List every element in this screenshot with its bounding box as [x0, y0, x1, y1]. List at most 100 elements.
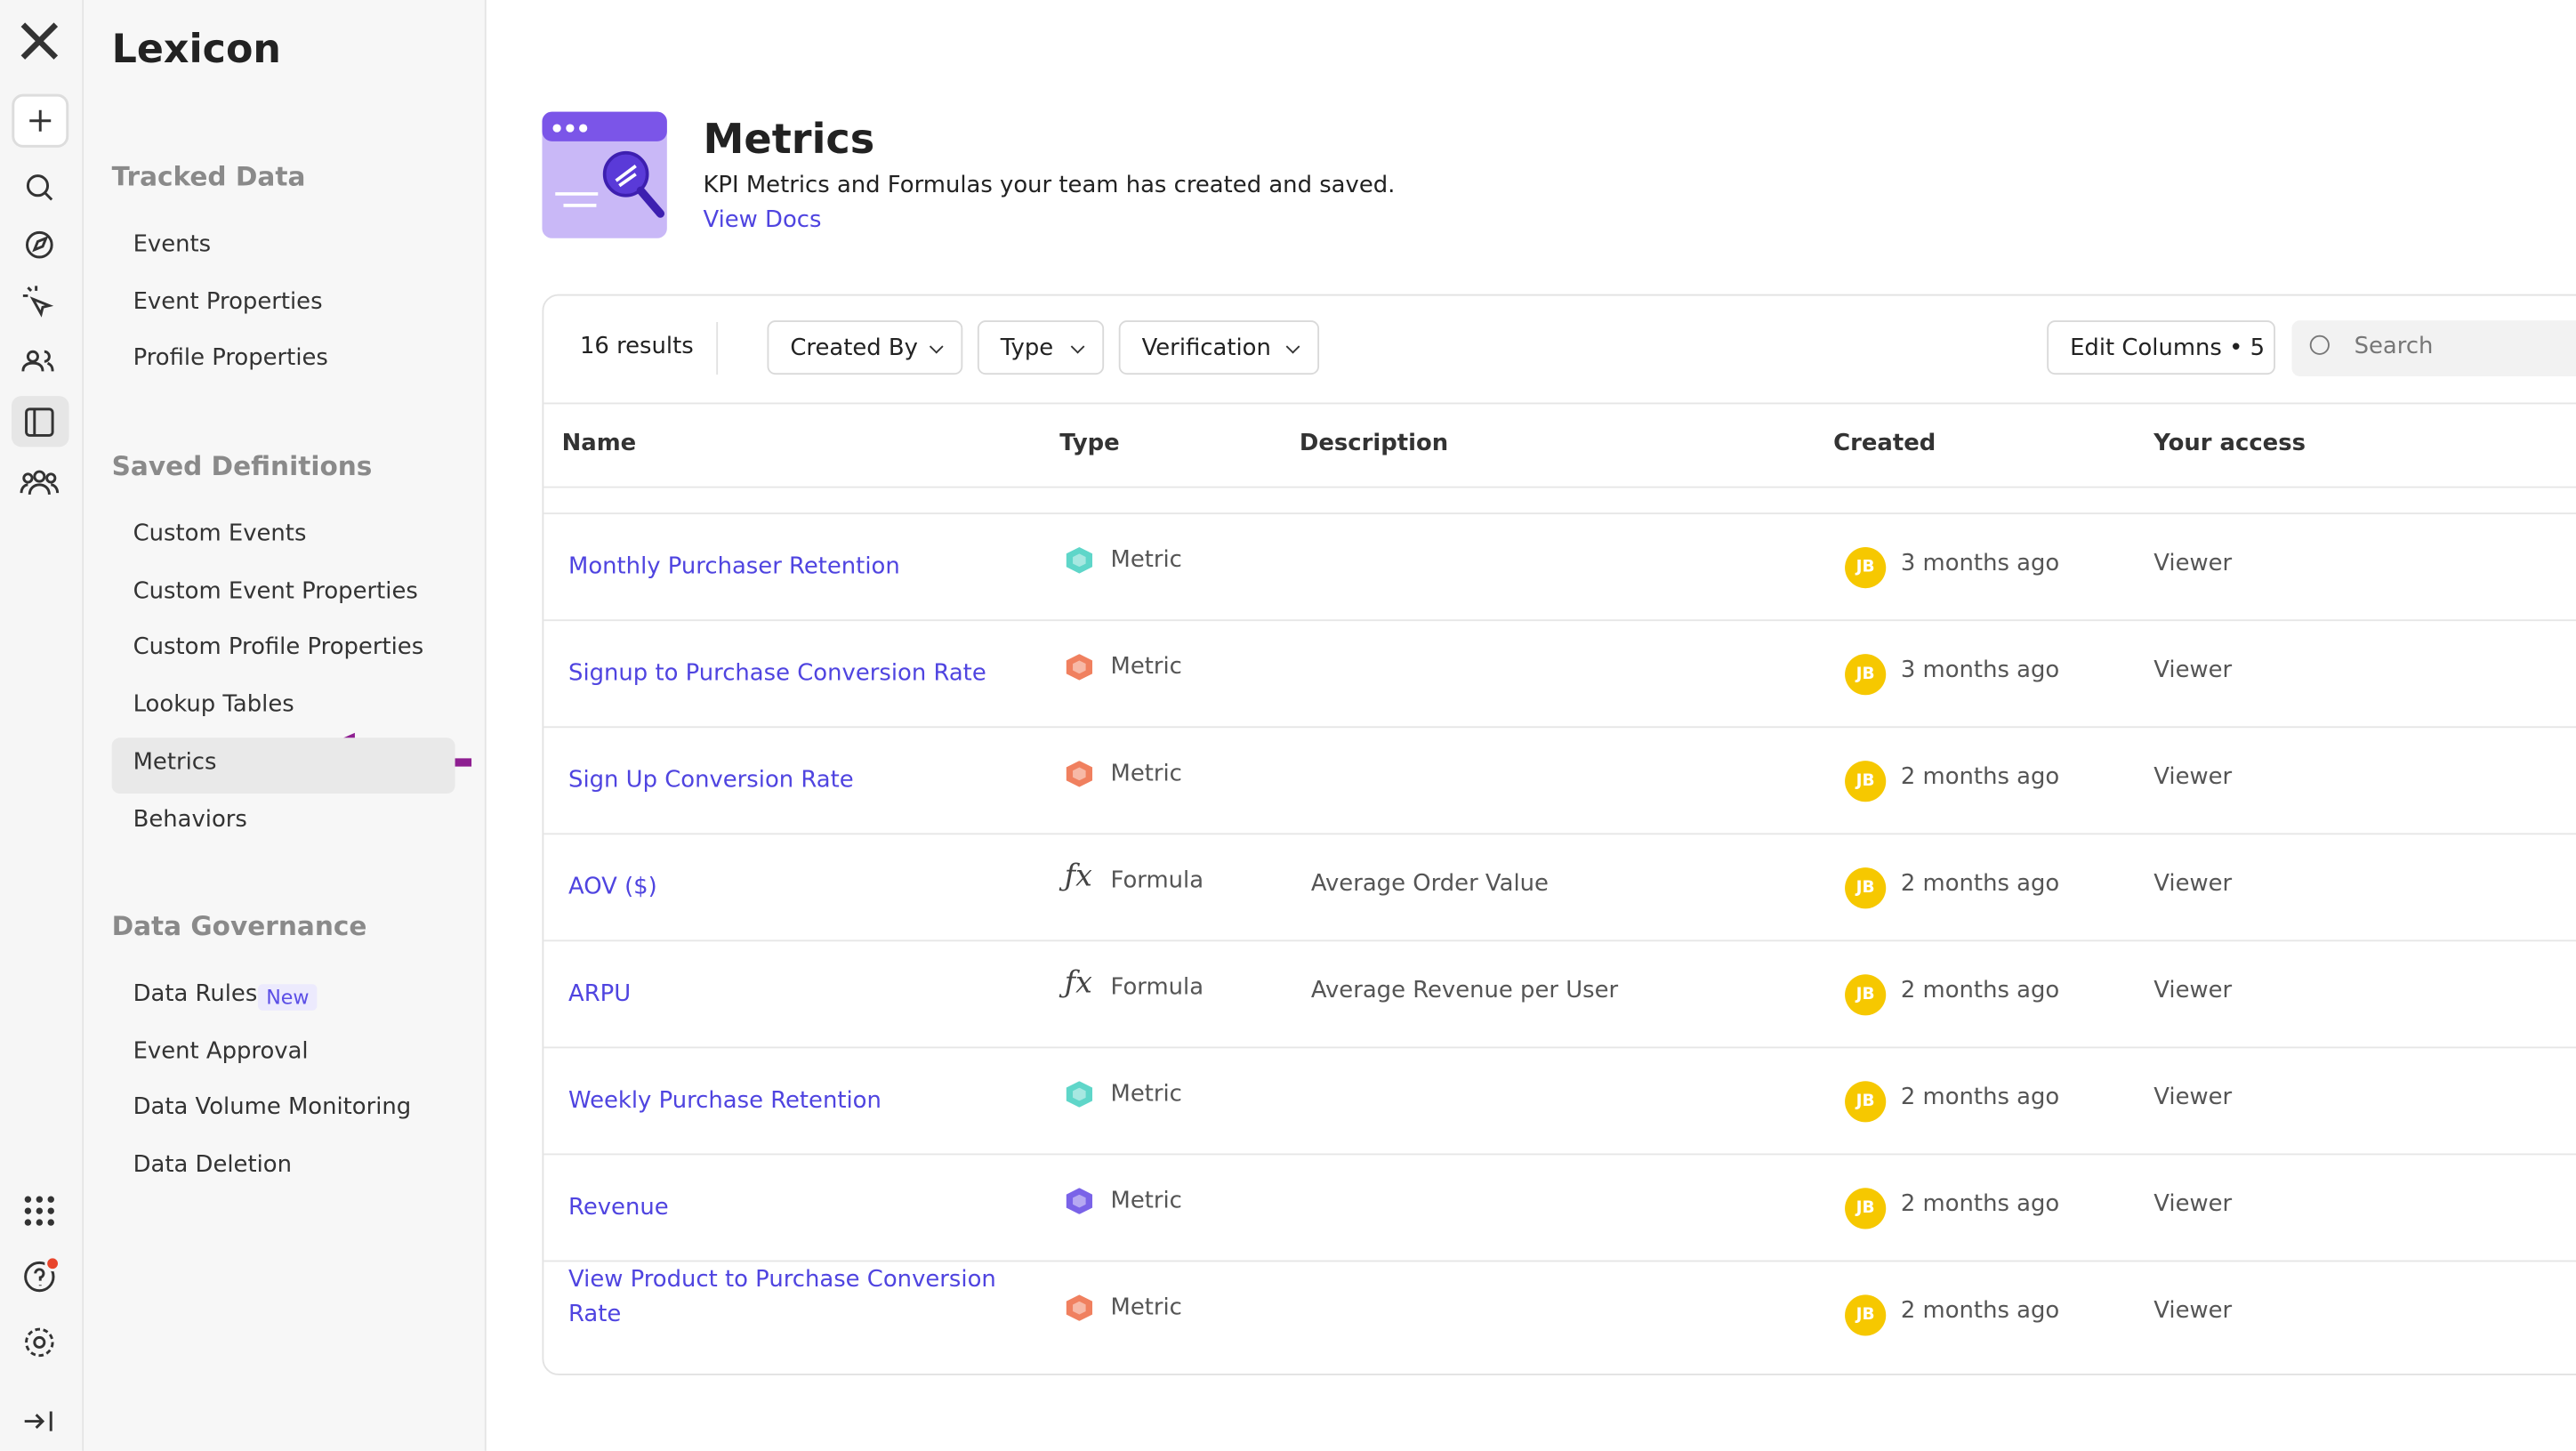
discover-icon[interactable]	[25, 230, 53, 259]
metric-name[interactable]: View Product to Purchase Conversion Rate	[568, 1266, 996, 1328]
access: Viewer	[2153, 1298, 2233, 1325]
row-border	[543, 1046, 2576, 1049]
metric-icon-inner	[1073, 1087, 1086, 1101]
column-header: Name	[561, 430, 637, 457]
chevron	[929, 339, 944, 354]
filter-label: Created By	[790, 335, 918, 362]
metric-icon	[1066, 654, 1093, 681]
plus	[29, 109, 52, 132]
toolbar-divider	[716, 321, 719, 375]
nav-item[interactable]: Lookup Tables	[133, 691, 294, 719]
search-box[interactable]	[2291, 320, 2576, 376]
section-heading: Data Governance	[111, 910, 367, 942]
team-icon[interactable]	[33, 470, 46, 483]
nav-item[interactable]: Data Deletion	[133, 1151, 292, 1179]
metric-name[interactable]: Monthly Purchaser Retention	[568, 553, 900, 580]
type-label: Metric	[1110, 1081, 1182, 1108]
search-icon[interactable]	[26, 174, 50, 197]
avatar: JB	[1845, 1081, 1887, 1123]
results-count: 16 results	[579, 333, 694, 360]
notification-dot	[44, 1255, 60, 1272]
filter-button[interactable]: Created By	[767, 320, 963, 375]
metric-name[interactable]: Signup to Purchase Conversion Rate	[568, 660, 986, 688]
edit-columns-button[interactable]: Edit Columns • 5	[2047, 320, 2275, 375]
filter-label: Type	[1000, 335, 1054, 362]
nav-selected[interactable]	[111, 737, 455, 794]
apps-icon[interactable]	[24, 1196, 54, 1226]
column-header: Your access	[2153, 430, 2306, 457]
metric-icon-inner	[1073, 553, 1086, 568]
nav-item[interactable]: Event Properties	[133, 288, 323, 316]
created-date: 2 months ago	[1900, 1191, 2060, 1218]
new-badge: New	[257, 984, 318, 1011]
row-border	[543, 512, 2576, 515]
created-date: 3 months ago	[1900, 550, 2060, 577]
metric-name[interactable]: Weekly Purchase Retention	[568, 1087, 881, 1115]
metric-name[interactable]: ARPU	[568, 980, 632, 1008]
created-date: 2 months ago	[1900, 977, 2060, 1004]
type-label: Formula	[1110, 867, 1204, 894]
lexicon-icon-bg[interactable]	[11, 396, 69, 447]
filter-button[interactable]: Type	[977, 320, 1105, 375]
metric-name[interactable]: Revenue	[568, 1194, 669, 1221]
created-date: 2 months ago	[1900, 1084, 2060, 1111]
metric-icon-inner	[1073, 1194, 1086, 1208]
type-label: Metric	[1110, 654, 1182, 681]
description: Average Order Value	[1310, 870, 1549, 898]
help-icon[interactable]	[24, 1261, 55, 1293]
icon-rail	[0, 0, 85, 1451]
nav-item[interactable]: Behaviors	[133, 805, 247, 833]
nav-item[interactable]: Events	[133, 231, 212, 258]
nav-item[interactable]: Custom Profile Properties	[133, 634, 424, 662]
collapse-icon[interactable]	[24, 1411, 52, 1431]
avatar: JB	[1845, 1188, 1887, 1229]
header-bottom	[543, 486, 2576, 488]
section-heading: Saved Definitions	[111, 450, 373, 482]
nav-item[interactable]: Profile Properties	[133, 345, 328, 373]
rail-icons	[11, 22, 69, 1431]
edit-columns-label: Edit Columns • 5	[2070, 335, 2266, 362]
access: Viewer	[2153, 550, 2233, 577]
docs-link[interactable]: View Docs	[703, 206, 822, 234]
avatar: JB	[1845, 1294, 1887, 1336]
row-border	[543, 1260, 2576, 1262]
search-placeholder: Search	[2354, 333, 2434, 360]
access: Viewer	[2153, 1191, 2233, 1218]
row-border	[543, 939, 2576, 942]
metric-icon-inner	[1073, 660, 1086, 674]
filter-button[interactable]: Verification	[1118, 320, 1320, 375]
access: Viewer	[2153, 870, 2233, 898]
row-border	[543, 726, 2576, 729]
row-border	[543, 1153, 2576, 1156]
users-icon[interactable]	[26, 350, 39, 363]
chevron	[1070, 339, 1085, 354]
table-card	[542, 294, 2576, 1375]
access: Viewer	[2153, 763, 2233, 791]
formula-icon: ƒx	[1064, 859, 1092, 894]
metric-name[interactable]: Sign Up Conversion Rate	[568, 767, 854, 794]
settings-icon[interactable]	[33, 1335, 46, 1349]
type-label: Metric	[1110, 547, 1182, 574]
row-border	[543, 619, 2576, 622]
nav-item[interactable]: Custom Event Properties	[133, 577, 418, 605]
search-icon	[2309, 335, 2330, 355]
avatar: JB	[1845, 761, 1887, 802]
header-border	[543, 402, 2576, 405]
nav-item[interactable]: Metrics	[133, 748, 217, 776]
metric-icon-inner	[1073, 767, 1086, 781]
nav-item[interactable]: Event Approval	[133, 1037, 309, 1065]
metric-name[interactable]: AOV ($)	[568, 874, 657, 901]
nav-item[interactable]: Data Volume Monitoring	[133, 1094, 412, 1122]
column-header: Type	[1059, 430, 1120, 457]
created-date: 2 months ago	[1900, 870, 2060, 898]
page-subtitle: KPI Metrics and Formulas your team has c…	[703, 172, 1396, 199]
lexicon-icon	[25, 407, 54, 437]
access: Viewer	[2153, 977, 2233, 1004]
nav-item[interactable]: Data Rules	[133, 980, 258, 1008]
nav-item[interactable]: Custom Events	[133, 520, 307, 548]
sidebar-title: Lexicon	[111, 26, 281, 73]
created-date: 3 months ago	[1900, 657, 2060, 684]
type-label: Metric	[1110, 761, 1182, 787]
column-header: Created	[1833, 430, 1936, 457]
pointer-icon[interactable]	[22, 286, 54, 318]
